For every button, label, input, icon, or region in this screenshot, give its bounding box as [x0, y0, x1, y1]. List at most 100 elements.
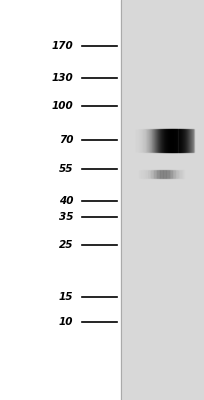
Bar: [179, 170, 180, 178]
Bar: [136, 129, 137, 152]
Bar: [165, 170, 166, 178]
Bar: [155, 170, 156, 178]
Bar: [186, 129, 187, 152]
Bar: [144, 170, 145, 178]
Bar: [135, 129, 136, 152]
Bar: [148, 170, 149, 178]
Bar: [170, 170, 171, 178]
Bar: [159, 170, 160, 178]
Bar: [150, 170, 151, 178]
Bar: [153, 170, 154, 178]
Bar: [170, 129, 171, 152]
Bar: [187, 129, 188, 152]
Bar: [157, 129, 158, 152]
Bar: [176, 129, 177, 152]
Bar: [161, 129, 162, 152]
Bar: [160, 170, 161, 178]
Bar: [144, 129, 145, 152]
Bar: [143, 129, 144, 152]
Bar: [150, 129, 151, 152]
Bar: [178, 170, 179, 178]
Bar: [169, 129, 170, 152]
Bar: [180, 170, 181, 178]
Bar: [183, 170, 184, 178]
Bar: [146, 129, 147, 152]
Bar: [156, 170, 157, 178]
Bar: [143, 170, 144, 178]
Bar: [140, 129, 141, 152]
Bar: [181, 129, 182, 152]
Text: 70: 70: [59, 135, 73, 145]
Bar: [161, 170, 162, 178]
Bar: [173, 170, 174, 178]
Bar: [182, 170, 183, 178]
Bar: [140, 170, 141, 178]
Bar: [138, 129, 139, 152]
Bar: [182, 129, 183, 152]
Bar: [173, 129, 174, 152]
Text: 40: 40: [59, 196, 73, 206]
Bar: [145, 129, 146, 152]
Bar: [147, 170, 148, 178]
Bar: [151, 170, 152, 178]
Bar: [141, 129, 142, 152]
Bar: [175, 129, 176, 152]
Bar: [149, 170, 150, 178]
Bar: [0, 0, 121, 400]
Bar: [155, 129, 156, 152]
Bar: [174, 129, 175, 152]
Bar: [154, 170, 155, 178]
Bar: [153, 129, 154, 152]
Bar: [168, 170, 169, 178]
Bar: [185, 129, 186, 152]
Bar: [158, 170, 159, 178]
Bar: [165, 129, 166, 152]
Bar: [145, 170, 146, 178]
Text: 25: 25: [59, 240, 73, 250]
Bar: [152, 129, 153, 152]
Bar: [190, 129, 191, 152]
Bar: [160, 129, 161, 152]
Bar: [193, 129, 194, 152]
Bar: [175, 170, 176, 178]
Bar: [183, 129, 184, 152]
Bar: [154, 129, 155, 152]
Bar: [181, 170, 182, 178]
Text: 55: 55: [59, 164, 73, 174]
Text: 10: 10: [59, 317, 73, 327]
Bar: [176, 170, 177, 178]
Bar: [121, 0, 204, 400]
Bar: [167, 170, 168, 178]
Bar: [174, 170, 175, 178]
Bar: [146, 170, 147, 178]
Bar: [166, 129, 167, 152]
Bar: [162, 129, 163, 152]
Bar: [191, 129, 192, 152]
Bar: [158, 129, 159, 152]
Bar: [169, 170, 170, 178]
Bar: [167, 129, 168, 152]
Bar: [171, 170, 172, 178]
Bar: [147, 129, 148, 152]
Bar: [171, 129, 172, 152]
Bar: [177, 129, 178, 152]
Bar: [134, 129, 135, 152]
Bar: [157, 170, 158, 178]
Bar: [142, 170, 143, 178]
Bar: [148, 129, 149, 152]
Bar: [189, 129, 190, 152]
Bar: [184, 129, 185, 152]
Bar: [151, 129, 152, 152]
Bar: [163, 129, 164, 152]
Bar: [180, 129, 181, 152]
Bar: [177, 170, 178, 178]
Bar: [192, 129, 193, 152]
Bar: [162, 170, 163, 178]
Bar: [159, 129, 160, 152]
Bar: [172, 129, 173, 152]
Bar: [142, 129, 143, 152]
Bar: [133, 129, 134, 152]
Bar: [164, 170, 165, 178]
Bar: [141, 170, 142, 178]
Bar: [164, 129, 165, 152]
